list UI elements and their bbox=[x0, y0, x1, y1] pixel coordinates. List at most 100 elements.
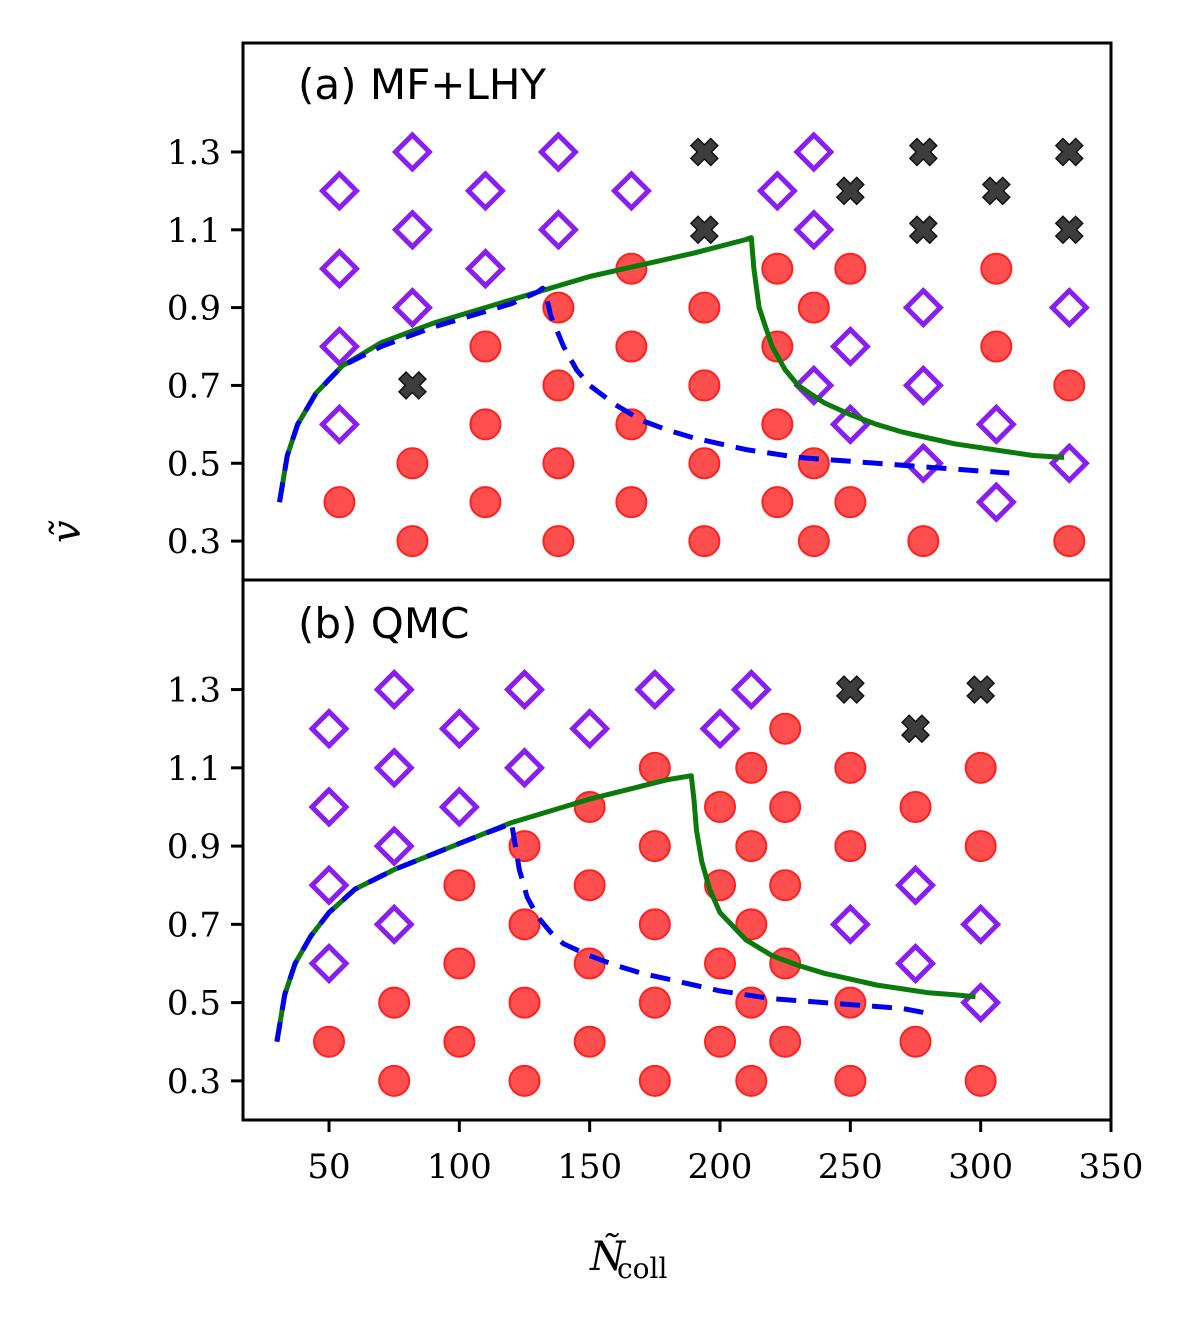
panel-b-cross-marker-2-shape bbox=[966, 675, 996, 705]
panel-a-diamond-marker-23 bbox=[1048, 287, 1090, 329]
panel-b-series bbox=[274, 669, 1002, 1097]
y-axis-label: ṽ bbox=[44, 520, 90, 543]
panel-a-cross-marker-3 bbox=[835, 176, 865, 206]
panel-b-circle-marker-2 bbox=[378, 1064, 411, 1097]
panel-b-diamond-marker-15 bbox=[730, 669, 772, 711]
panel-a-cross-marker-1-shape bbox=[689, 137, 719, 167]
panel-a-diamond-marker-7 bbox=[464, 170, 506, 212]
panel-b-circle-marker-9 bbox=[508, 1064, 541, 1097]
panel-a-cross-marker-5-shape bbox=[908, 215, 938, 245]
panel-a-diamond-marker-9 bbox=[537, 131, 579, 173]
panel-a-diamond-marker-16 bbox=[829, 325, 871, 368]
panel-a-circle-marker-9 bbox=[542, 525, 575, 558]
panel-a-circle-marker-8 bbox=[542, 447, 575, 480]
panel-b-diamond-marker-17 bbox=[894, 864, 937, 906]
panel-b-ytick-label-5: 1.3 bbox=[167, 671, 221, 711]
panel-a-cross-marker-4-shape bbox=[908, 137, 938, 167]
panel-a-circle-marker-15 bbox=[688, 369, 721, 402]
panel-b-diamond-marker-20 bbox=[960, 982, 1002, 1024]
panel-a-circle-marker-21 bbox=[761, 486, 794, 519]
panel-b-diamond-marker-6 bbox=[373, 825, 415, 867]
panel-b-title: (b) QMC bbox=[298, 599, 469, 648]
panel-b-circle-marker-22 bbox=[704, 1025, 737, 1058]
panel-b-circle-marker-21 bbox=[704, 947, 737, 980]
panel-b-circle-marker-17 bbox=[638, 986, 671, 1019]
panel-a-ytick-label-5: 1.3 bbox=[167, 133, 221, 173]
panel-a-circle-marker-27 bbox=[907, 525, 940, 558]
x-axis-label-sub: coll bbox=[617, 1252, 667, 1285]
panel-b-diamond-marker-10 bbox=[503, 669, 546, 711]
panel-a-cross-marker-2-shape bbox=[689, 215, 719, 245]
panel-b-circle-marker-24 bbox=[735, 830, 768, 863]
panel-b-circle-marker-18 bbox=[638, 1064, 671, 1097]
panel-b-circle-marker-40 bbox=[964, 830, 997, 863]
panel-b-diamond-marker-12 bbox=[569, 708, 611, 750]
panel-b-circle-marker-15 bbox=[638, 830, 671, 863]
panel-a-ytick-label-2: 0.7 bbox=[167, 366, 221, 406]
x-axis-label-main: Ñ bbox=[589, 1233, 627, 1280]
panel-b-circle-marker-13 bbox=[573, 1025, 606, 1058]
panel-a-circle-marker-2 bbox=[396, 525, 429, 558]
panel-b-ytick-label-0: 0.3 bbox=[167, 1062, 221, 1102]
panel-b-circle-marker-4 bbox=[443, 947, 476, 980]
panel-b-circle-marker-28 bbox=[769, 712, 802, 745]
panel-b-circle-marker-41 bbox=[964, 1064, 997, 1097]
panel-b-diamond-marker-0 bbox=[308, 708, 350, 750]
panel-b-circle-marker-33 bbox=[834, 751, 867, 784]
panel-a-diamond-marker-5 bbox=[391, 209, 433, 251]
panel-a-circle-marker-5 bbox=[469, 486, 502, 519]
panel-a-blue-dashed-curve bbox=[277, 285, 1010, 503]
panel-a-ytick-label-3: 0.9 bbox=[167, 289, 221, 329]
panel-b-circle-marker-0 bbox=[313, 1025, 346, 1058]
panel-b-circle-marker-25 bbox=[735, 908, 768, 941]
panel-a-circle-marker-1 bbox=[396, 447, 429, 480]
panel-b-ytick-label-2: 0.7 bbox=[167, 905, 221, 945]
panel-a-ytick-label-1: 0.5 bbox=[167, 444, 221, 484]
panel-b-circle-marker-8 bbox=[508, 986, 541, 1019]
panel-a-cross-marker-6-shape bbox=[981, 176, 1011, 206]
panel-b-diamond-marker-3 bbox=[308, 942, 350, 985]
panel-b-diamond-marker-4 bbox=[373, 669, 415, 711]
panel-b-circle-marker-37 bbox=[899, 790, 932, 823]
panel-b-diamond-marker-9 bbox=[438, 786, 480, 828]
panel-a-cross-marker-8-shape bbox=[1054, 215, 1084, 245]
panel-b-diamond-marker-13 bbox=[634, 669, 676, 711]
panel-a-diamond-marker-15 bbox=[793, 364, 835, 406]
panel-b-cross-marker-1 bbox=[901, 714, 931, 744]
panel-b-ytick-label-4: 1.1 bbox=[167, 749, 221, 789]
x-tick-label-4: 250 bbox=[818, 1147, 883, 1187]
panel-a-circle-marker-11 bbox=[615, 330, 648, 363]
panel-b-ytick-label-1: 0.5 bbox=[167, 984, 221, 1024]
panel-b-cross-marker-0 bbox=[835, 675, 865, 705]
panel-a-circle-marker-18 bbox=[761, 252, 794, 285]
panel-b-diamond-marker-16 bbox=[829, 903, 871, 945]
panel-a-diamond-marker-3 bbox=[318, 403, 360, 445]
panel-b-circle-marker-39 bbox=[964, 751, 997, 784]
panel-a-cross-marker-1 bbox=[689, 137, 719, 167]
panel-b-circle-marker-30 bbox=[769, 869, 802, 902]
panel-a-circle-marker-17 bbox=[688, 525, 721, 558]
panel-b-diamond-marker-19 bbox=[960, 903, 1002, 945]
panel-a-ytick-label-0: 0.3 bbox=[167, 522, 221, 562]
panel-b-blue-dashed-curve bbox=[274, 820, 924, 1043]
panel-a-circle-marker-31 bbox=[1053, 525, 1086, 558]
panel-b-circle-marker-23 bbox=[735, 751, 768, 784]
panel-a-circle-marker-4 bbox=[469, 408, 502, 441]
panel-b-diamond-marker-11 bbox=[503, 747, 546, 789]
panel-b-circle-marker-19 bbox=[704, 790, 737, 823]
panel-a-diamond-marker-22 bbox=[975, 481, 1017, 523]
panel-a-cross-marker-7 bbox=[1054, 137, 1084, 167]
panel-a-cross-marker-8 bbox=[1054, 215, 1084, 245]
panel-b-diamond-marker-8 bbox=[438, 708, 480, 750]
panel-b-yticks: 0.3 0.5 0.7 0.9 1.1 1.3 bbox=[167, 671, 243, 1102]
panel-a-yticks: 0.3 0.5 0.7 0.9 1.1 1.3 bbox=[167, 133, 243, 562]
panel-a-title: (a) MF+LHY bbox=[298, 60, 546, 109]
panel-b-diamond-marker-18 bbox=[894, 942, 937, 985]
panel-b-diamond-marker-2 bbox=[308, 864, 350, 906]
panel-a-diamond-marker-18 bbox=[902, 287, 944, 329]
panel-b-diamond-marker-7 bbox=[373, 903, 415, 945]
panel-a-diamond-marker-6 bbox=[391, 287, 433, 329]
panel-a-diamond-marker-4 bbox=[391, 131, 433, 173]
panel-b-circle-marker-6 bbox=[508, 830, 541, 863]
